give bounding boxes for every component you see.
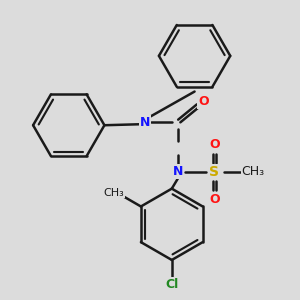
Text: N: N: [140, 116, 150, 129]
Text: Cl: Cl: [165, 278, 178, 291]
Text: CH₃: CH₃: [242, 165, 265, 178]
Text: N: N: [172, 165, 183, 178]
Text: O: O: [198, 95, 209, 108]
Text: O: O: [209, 138, 220, 151]
Text: O: O: [209, 193, 220, 206]
Text: CH₃: CH₃: [104, 188, 124, 198]
Text: S: S: [209, 165, 219, 179]
